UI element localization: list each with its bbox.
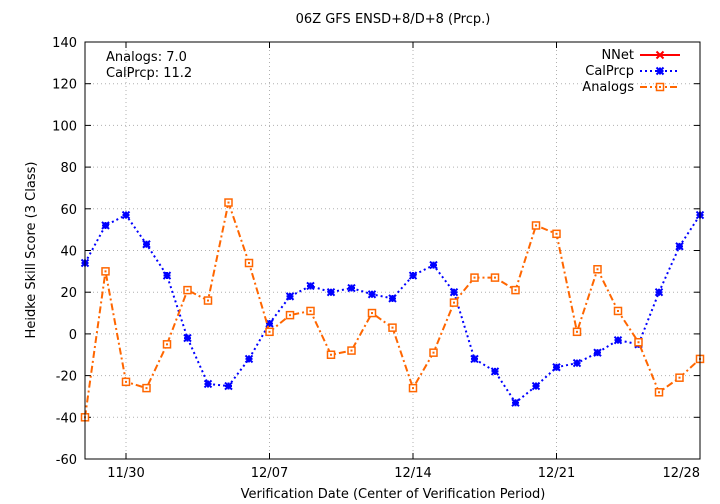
analogs-point xyxy=(388,323,397,332)
y-tick-label: -20 xyxy=(56,370,77,385)
analogs-point xyxy=(121,377,131,387)
analogs-point xyxy=(203,296,213,305)
legend-label-nnet: NNet xyxy=(601,48,634,63)
calprcp-point xyxy=(367,290,377,299)
analogs-point xyxy=(572,327,582,337)
calprcp-point xyxy=(203,379,213,389)
y-axis-label: Heidke Skill Score (3 Class) xyxy=(24,162,39,339)
calprcp-point xyxy=(552,363,561,372)
analogs-point xyxy=(326,350,336,359)
analogs-point xyxy=(347,346,356,355)
analogs-point xyxy=(655,82,665,92)
calprcp-line xyxy=(84,213,701,405)
x-tick-label: 12/28 xyxy=(663,466,700,481)
x-tick-label: 12/21 xyxy=(538,466,575,481)
analogs-point xyxy=(675,373,684,382)
calprcp-point xyxy=(613,335,623,345)
analogs-point xyxy=(593,265,602,274)
annotation-analogs: Analogs: 7.0 xyxy=(106,50,187,65)
analogs-point xyxy=(183,285,192,295)
analogs-point xyxy=(531,221,541,230)
calprcp-point xyxy=(449,287,459,297)
analogs-point xyxy=(244,258,254,268)
y-tick-label: 60 xyxy=(60,203,77,218)
calprcp-point xyxy=(285,292,295,301)
y-tick-label: 100 xyxy=(52,119,77,134)
analogs-point xyxy=(511,285,520,295)
calprcp-point xyxy=(654,287,664,297)
analogs-line xyxy=(84,198,701,418)
calprcp-point xyxy=(429,260,438,270)
analogs-point xyxy=(101,267,110,276)
y-tick-label: -40 xyxy=(56,411,77,426)
analogs-point xyxy=(224,198,233,207)
calprcp-point xyxy=(675,242,684,251)
x-axis-label: Verification Date (Center of Verificatio… xyxy=(241,487,546,502)
calprcp-point xyxy=(531,381,541,391)
y-tick-label: 140 xyxy=(52,36,77,51)
calprcp-point xyxy=(183,333,192,343)
analogs-point xyxy=(470,273,479,282)
annotation-calprcp: CalPrcp: 11.2 xyxy=(106,66,192,81)
chart-title: 06Z GFS ENSD+8/D+8 (Prcp.) xyxy=(296,12,491,27)
calprcp-point xyxy=(306,281,315,291)
series-layer xyxy=(80,198,705,422)
calprcp-point xyxy=(572,358,582,368)
analogs-point xyxy=(306,306,315,316)
nnet-point xyxy=(655,50,665,60)
y-tick-label: -60 xyxy=(56,453,77,468)
axes-layer: -60 -40 -20 0 20 40 60 80 100 120 140 11/30 12/07 12/… xyxy=(52,36,701,481)
calprcp-point xyxy=(326,287,336,297)
y-tick-label: 120 xyxy=(52,78,77,93)
analogs-point xyxy=(285,310,295,320)
y-tick-label: 20 xyxy=(60,286,77,301)
calprcp-point xyxy=(470,354,479,364)
grid-layer xyxy=(85,42,700,459)
calprcp-point xyxy=(511,398,520,407)
analogs-point xyxy=(265,327,274,337)
analogs-point xyxy=(367,308,377,318)
calprcp-point xyxy=(244,354,254,364)
y-tick-label: 80 xyxy=(60,161,77,176)
calprcp-point xyxy=(224,381,233,391)
analogs-point xyxy=(429,348,438,357)
analogs-point xyxy=(613,306,623,316)
y-tick-label: 40 xyxy=(60,245,77,260)
x-tick-label: 12/07 xyxy=(251,466,288,481)
calprcp-point xyxy=(408,271,418,280)
calprcp-point xyxy=(162,271,172,280)
calprcp-point xyxy=(593,348,602,357)
analogs-point xyxy=(449,298,459,307)
plot-frame xyxy=(84,41,701,460)
analogs-point xyxy=(490,273,500,282)
calprcp-point xyxy=(655,66,665,76)
calprcp-point xyxy=(490,367,500,376)
y-tick-label: 0 xyxy=(69,328,77,343)
analogs-point xyxy=(162,340,172,349)
calprcp-point xyxy=(347,283,356,293)
analogs-point xyxy=(654,388,664,397)
analogs-point xyxy=(634,337,643,347)
analogs-point xyxy=(408,383,418,393)
x-tick-label: 12/14 xyxy=(394,466,431,481)
calprcp-point xyxy=(142,240,151,249)
calprcp-point xyxy=(265,319,274,328)
analogs-point xyxy=(142,383,151,393)
calprcp-point xyxy=(101,221,110,230)
x-tick-label: 11/30 xyxy=(107,466,144,481)
analogs-point xyxy=(552,229,561,239)
legend-label-calprcp: CalPrcp xyxy=(585,64,634,79)
calprcp-point xyxy=(388,294,397,303)
calprcp-point xyxy=(121,210,131,220)
legend-label-analogs: Analogs xyxy=(582,80,634,95)
